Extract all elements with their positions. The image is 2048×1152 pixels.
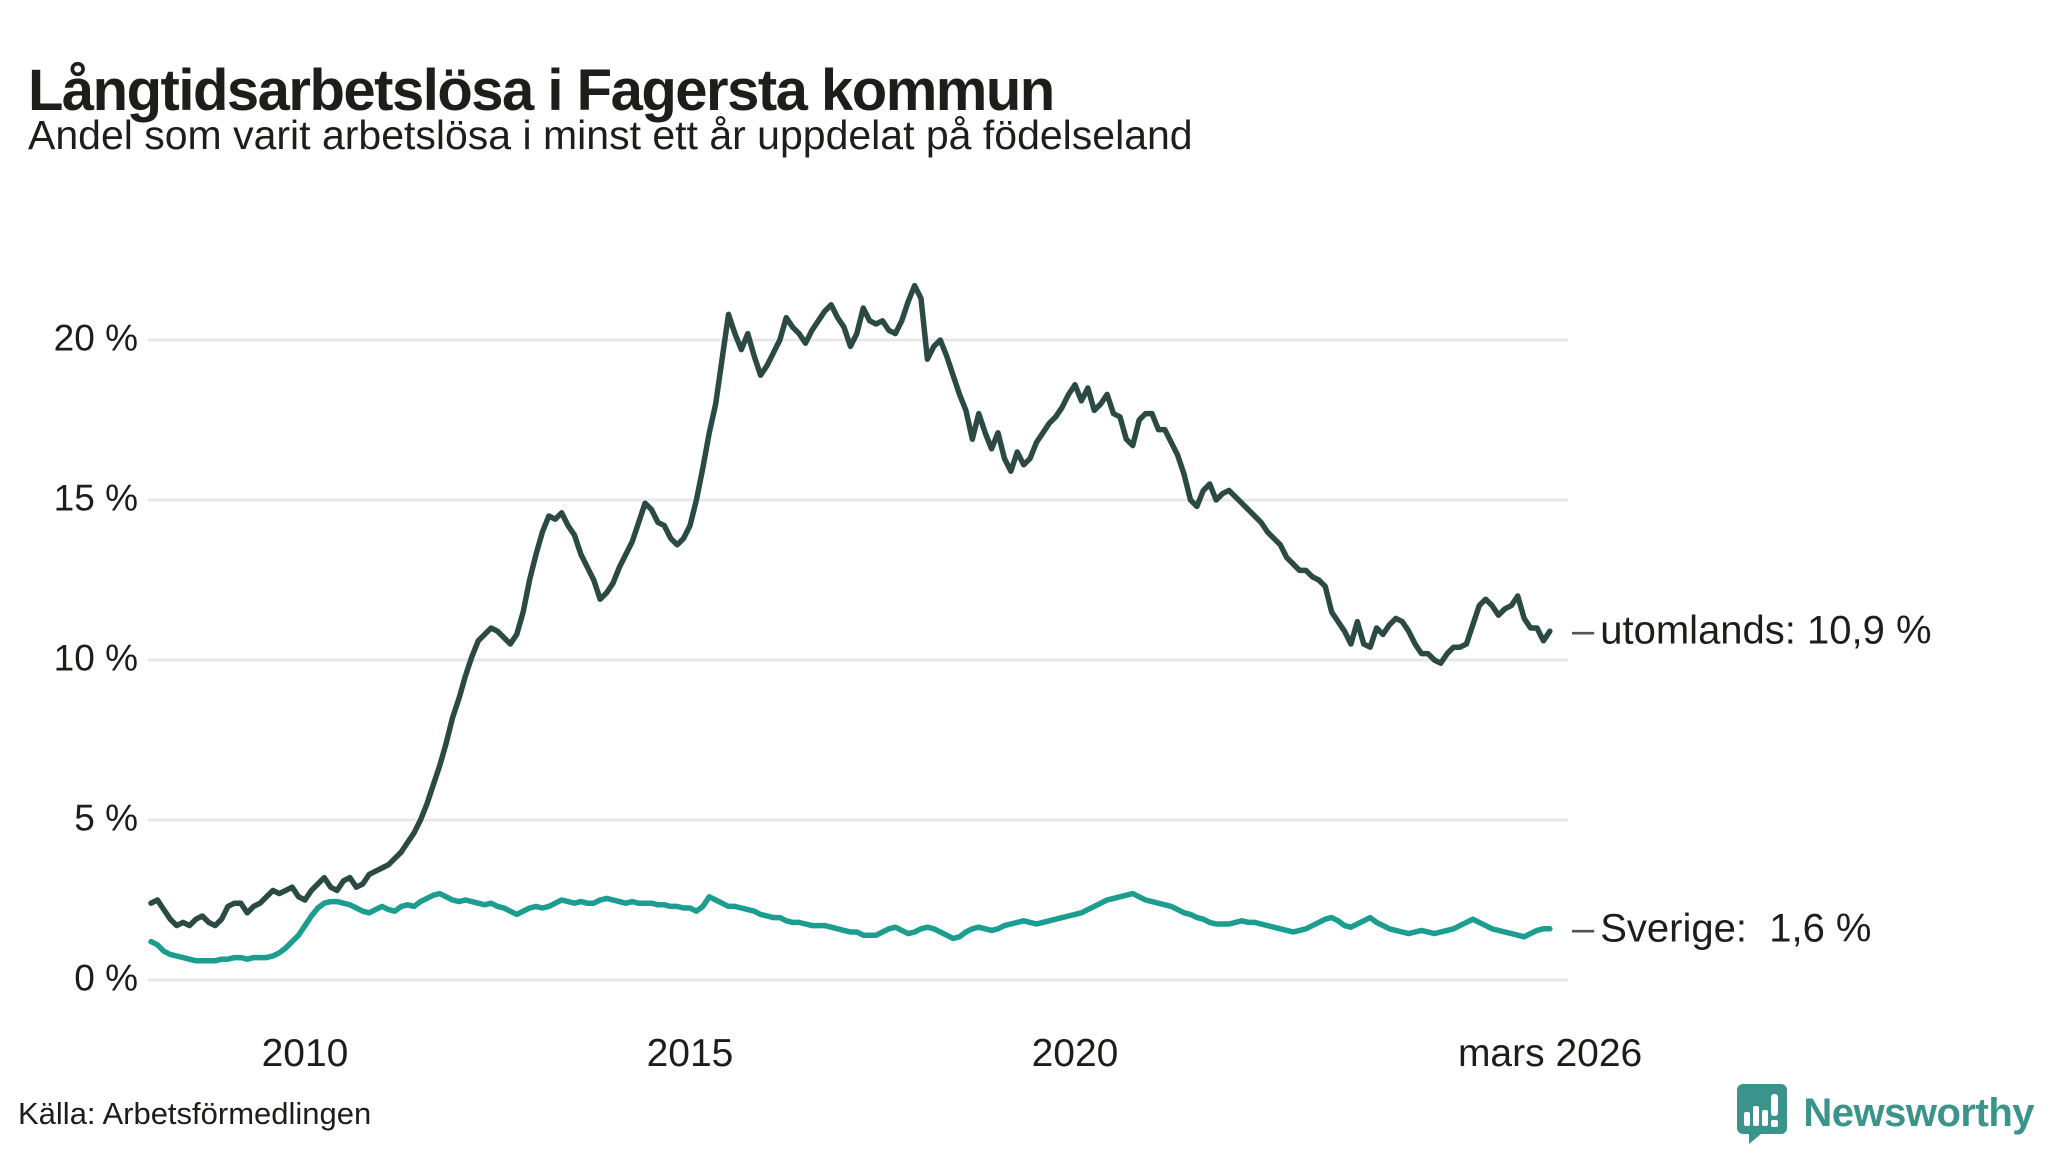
- end-label-dash: –: [1572, 608, 1595, 653]
- series-end-label-utomlands: – utomlands: 10,9 %: [1572, 609, 1932, 654]
- newsworthy-brand-text: Newsworthy: [1803, 1090, 2034, 1135]
- y-tick-label: 5 %: [74, 797, 138, 839]
- bar-2: [1753, 1106, 1760, 1126]
- x-tick-label: 2010: [261, 1032, 349, 1075]
- source-note: Källa: Arbetsförmedlingen: [18, 1096, 372, 1131]
- y-tick-label: 20 %: [53, 317, 138, 359]
- end-label-text: utomlands: 10,9 %: [1600, 608, 1932, 653]
- bar-1: [1744, 1112, 1751, 1126]
- end-label-text: Sverige: 1,6 %: [1600, 906, 1872, 951]
- exclamation-stem: [1771, 1094, 1779, 1116]
- newsworthy-logo-icon: [1737, 1084, 1788, 1144]
- bar-3: [1762, 1110, 1769, 1126]
- y-tick-label: 10 %: [53, 637, 138, 679]
- series-line-utomlands: [148, 282, 1553, 929]
- page-subtitle: Andel som varit arbetslösa i minst ett å…: [28, 112, 1193, 158]
- x-tick-label: 2020: [1031, 1032, 1119, 1075]
- series-line-sverige: [148, 890, 1553, 964]
- end-label-dash: –: [1572, 906, 1595, 951]
- y-tick-label: 15 %: [53, 477, 138, 519]
- exclamation-dot: [1771, 1120, 1779, 1127]
- x-tick-label: 2015: [646, 1032, 734, 1075]
- x-tick-label: mars 2026: [1457, 1032, 1643, 1075]
- page-title: Långtidsarbetslösa i Fagersta kommun: [28, 57, 1055, 123]
- series-end-label-sverige: – Sverige: 1,6 %: [1572, 906, 1872, 951]
- newsworthy-brand: Newsworthy: [1735, 1082, 2034, 1144]
- y-tick-label: 0 %: [74, 957, 138, 999]
